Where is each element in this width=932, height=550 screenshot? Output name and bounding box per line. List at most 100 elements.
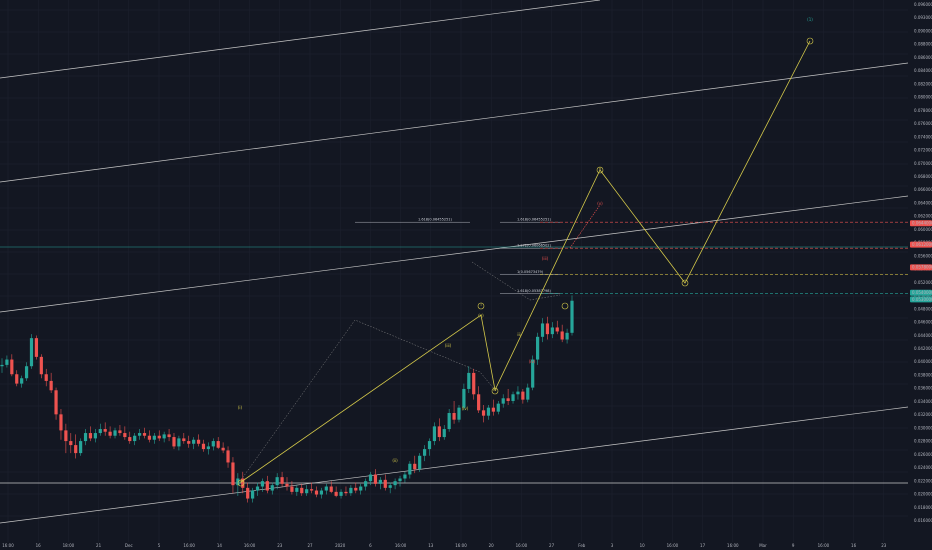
candle-body bbox=[29, 338, 34, 367]
candle-body bbox=[462, 388, 466, 408]
x-tick-label: 16:00 bbox=[818, 543, 830, 548]
candle-body bbox=[536, 336, 540, 360]
y-tick-label: 0.07200000 bbox=[914, 148, 932, 153]
wave-label: v bbox=[599, 166, 602, 171]
wave-label: (iv) bbox=[529, 359, 536, 364]
candle-body bbox=[88, 433, 93, 439]
candle-body bbox=[172, 437, 176, 447]
x-tick-label: 27 bbox=[307, 543, 313, 548]
candle-body bbox=[44, 374, 48, 381]
x-tick-label: Dec bbox=[125, 543, 133, 548]
x-tick-label: 2020 bbox=[335, 543, 346, 548]
candle-body bbox=[113, 430, 117, 436]
candle-body bbox=[408, 463, 412, 475]
y-tick-label: 0.03800000 bbox=[914, 372, 932, 377]
x-tick-label: 21 bbox=[96, 543, 102, 548]
candle-body bbox=[565, 332, 569, 340]
x-tick-label: 16:00 bbox=[2, 543, 14, 548]
candle-body bbox=[270, 485, 274, 491]
candle-body bbox=[157, 435, 161, 439]
candle-body bbox=[521, 391, 525, 400]
candle-body bbox=[260, 481, 265, 487]
candle-body bbox=[118, 430, 122, 434]
candle-body bbox=[486, 407, 491, 416]
candle-body bbox=[280, 477, 284, 484]
candle-body bbox=[359, 486, 363, 491]
candle-body bbox=[491, 407, 495, 412]
y-tick-label: 0.06400000 bbox=[914, 200, 932, 205]
candle-body bbox=[241, 478, 245, 488]
wave-label: (iii) bbox=[542, 256, 549, 261]
price-tag-label: 0.05300000 bbox=[912, 297, 932, 302]
candle-body bbox=[545, 323, 550, 335]
wave-label: (v) bbox=[478, 313, 484, 318]
candle-body bbox=[467, 372, 471, 389]
elliott-wave-path bbox=[240, 40, 811, 483]
price-tag-label: 0.05400000 bbox=[912, 290, 932, 295]
y-tick-label: 0.01800000 bbox=[914, 505, 932, 510]
candle-body bbox=[334, 491, 338, 496]
candle-body bbox=[162, 434, 166, 439]
candle-body bbox=[54, 390, 58, 415]
candle-body bbox=[540, 323, 545, 337]
dotted-projection-1 bbox=[240, 319, 496, 481]
candle-body bbox=[177, 438, 181, 447]
candle-body bbox=[496, 403, 500, 412]
candle-body bbox=[133, 435, 137, 442]
x-tick-label: 17 bbox=[700, 543, 706, 548]
x-tick-label: Feb bbox=[578, 543, 586, 548]
candle-body bbox=[432, 426, 437, 442]
x-tick-label: 18:00 bbox=[63, 543, 75, 548]
candle-body bbox=[74, 445, 78, 454]
wave-point-marker bbox=[806, 37, 814, 45]
y-tick-label: 0.06800000 bbox=[914, 174, 932, 179]
price-tag-box bbox=[910, 296, 932, 303]
candle-body bbox=[79, 441, 83, 454]
x-tick-label: 27 bbox=[549, 543, 555, 548]
wave-point-marker bbox=[596, 166, 604, 174]
candle-body bbox=[59, 414, 63, 431]
candle-body bbox=[142, 433, 147, 436]
wave-label: (iii) bbox=[445, 343, 452, 348]
candle-body bbox=[477, 394, 481, 411]
candle-body bbox=[196, 439, 201, 444]
candle-body bbox=[221, 447, 225, 451]
y-tick-label: 0.06000000 bbox=[914, 227, 932, 232]
y-tick-label: 0.04800000 bbox=[914, 306, 932, 311]
candle-body bbox=[123, 433, 127, 438]
y-tick-label: 0.08800000 bbox=[914, 42, 932, 47]
wave-label: (v) bbox=[597, 201, 603, 206]
price-tag-label: 0.06120000 bbox=[912, 242, 932, 247]
x-tick-label: 16:00 bbox=[183, 543, 195, 548]
y-tick-label: 0.07400000 bbox=[914, 134, 932, 139]
y-tick-label: 0.04400000 bbox=[914, 333, 932, 338]
candle-body bbox=[49, 380, 53, 391]
x-tick-label: 16 bbox=[851, 543, 857, 548]
candle-body bbox=[275, 477, 279, 486]
y-tick-label: 0.07800000 bbox=[914, 108, 932, 113]
channel-line-upper bbox=[0, 62, 909, 183]
candle-body bbox=[481, 410, 486, 416]
x-tick-label: Mar bbox=[759, 543, 767, 548]
x-tick-label: 20 bbox=[489, 543, 495, 548]
candle-body bbox=[167, 434, 171, 438]
candle-body bbox=[314, 490, 319, 495]
candle-body bbox=[516, 391, 520, 395]
candle-body bbox=[103, 429, 107, 432]
price-axis: 0.09600000 0.09300000 0.09000000 0.08800000… bbox=[914, 2, 932, 523]
x-tick-label: 23 bbox=[881, 543, 887, 548]
dotted-projection-2 bbox=[471, 261, 561, 301]
y-tick-label: 0.04200000 bbox=[914, 346, 932, 351]
channel-line-middle bbox=[0, 195, 909, 313]
y-tick-label: 0.08400000 bbox=[914, 68, 932, 73]
candle-body bbox=[251, 490, 255, 499]
candle-body bbox=[506, 398, 510, 401]
x-tick-label: 9 bbox=[792, 543, 795, 548]
candle-body bbox=[24, 366, 29, 379]
candle-body bbox=[93, 433, 97, 439]
candle-body bbox=[329, 486, 333, 492]
x-tick-label: 16:00 bbox=[244, 543, 256, 548]
wave-label: (i) bbox=[238, 405, 243, 410]
y-tick-label: 0.08600000 bbox=[914, 55, 932, 60]
